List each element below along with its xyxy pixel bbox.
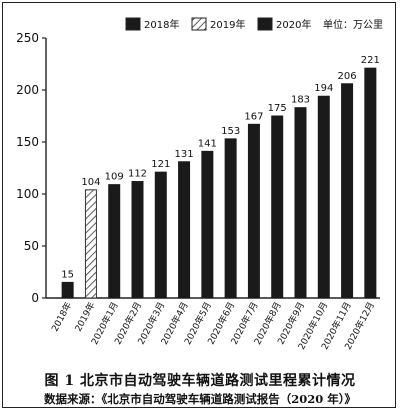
data-label: 121	[151, 159, 170, 170]
data-label: 153	[221, 126, 240, 137]
legend: 2018年 2019年 2020年 单位：万公里	[125, 17, 383, 31]
data-label: 194	[314, 83, 333, 94]
bar	[178, 161, 191, 299]
unit-label: 单位：万公里	[323, 18, 383, 31]
figure-caption: 图 1 北京市自动驾驶车辆道路测试里程累计情况	[44, 373, 356, 389]
legend-swatch	[191, 17, 207, 31]
bar	[341, 83, 354, 299]
bar	[131, 181, 144, 299]
bar	[294, 107, 307, 299]
figure-frame	[2, 2, 396, 408]
x-tick-label: 2019年	[72, 300, 98, 334]
bar	[201, 150, 214, 299]
data-labels: 15 104 109 112 121 131 141 153 167 175 183 194 206 22…	[61, 55, 380, 280]
x-tick-label: 2018年	[49, 300, 75, 334]
bar	[61, 281, 74, 299]
bars	[61, 67, 377, 299]
data-label: 104	[81, 177, 100, 188]
bar	[364, 67, 377, 299]
legend-label: 2018年	[144, 18, 179, 31]
legend-label: 2019年	[210, 18, 245, 31]
bar	[271, 115, 284, 299]
data-label: 109	[105, 172, 124, 183]
y-tick-label: 100	[16, 187, 39, 201]
bar	[84, 189, 97, 299]
y-tick-label: 50	[24, 239, 39, 253]
data-label: 167	[244, 111, 263, 122]
data-label: 221	[361, 55, 380, 66]
data-label: 141	[198, 138, 217, 149]
bar	[317, 95, 330, 299]
bar	[224, 138, 237, 299]
y-tick-label: 0	[31, 291, 39, 305]
data-label: 175	[268, 103, 287, 114]
source-note: 数据来源：《北京市自动驾驶车辆道路测试报告（2020 年）》	[43, 392, 356, 406]
data-label: 131	[175, 149, 194, 160]
bar	[247, 123, 260, 299]
data-label: 15	[61, 269, 74, 280]
legend-label: 2020年	[276, 18, 311, 31]
x-tick-labels: 2018年 2019年2020年1月2020年2月2020年3月2020年4月20…	[49, 300, 377, 352]
legend-swatch	[257, 17, 273, 31]
y-tick-label: 250	[16, 31, 39, 45]
data-label: 183	[291, 95, 310, 106]
y-tick-label: 200	[16, 83, 39, 97]
data-label: 206	[338, 71, 357, 82]
data-label: 112	[128, 169, 147, 180]
bar	[108, 184, 121, 299]
legend-swatch	[125, 17, 141, 31]
bar	[154, 171, 167, 299]
y-tick-label: 150	[16, 135, 39, 149]
